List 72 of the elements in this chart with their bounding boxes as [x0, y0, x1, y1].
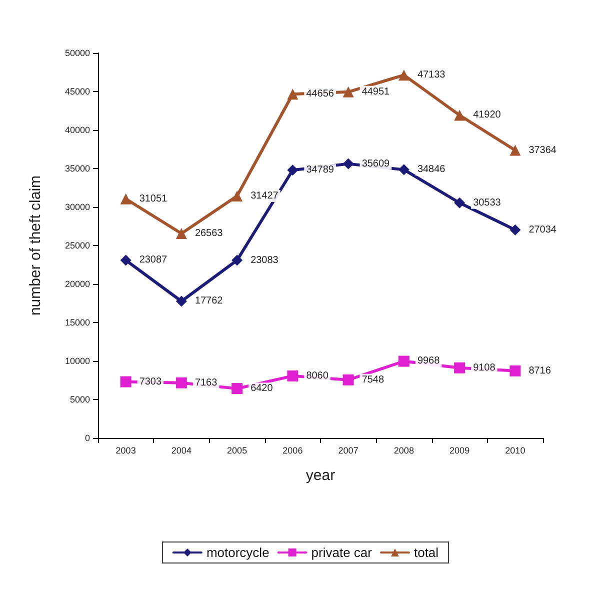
data-label: 8716	[528, 365, 552, 376]
y-tick-label: 0	[84, 433, 90, 443]
point	[176, 228, 187, 239]
y-tick-label: 35000	[64, 164, 90, 174]
data-label: 41920	[473, 110, 502, 121]
data-label: 9968	[417, 356, 440, 367]
data-label: 37364	[528, 144, 557, 156]
point	[120, 376, 132, 388]
point	[232, 254, 243, 266]
legend-label: motorcycle	[206, 545, 270, 560]
point	[176, 377, 187, 388]
data-label: 7163	[194, 377, 218, 388]
data-label: 23083	[250, 254, 279, 266]
point	[342, 158, 354, 170]
data-label: 7303	[139, 376, 162, 388]
point	[287, 88, 298, 100]
x-tick-label: 2009	[450, 446, 470, 456]
data-label: 8060	[306, 370, 329, 382]
data-label: 30533	[473, 197, 502, 208]
x-tick-label: 2005	[227, 446, 248, 456]
y-tick-label: 20000	[64, 279, 90, 289]
y-tick-label: 15000	[64, 318, 90, 328]
data-label: 34846	[417, 164, 446, 176]
data-label: 34789	[306, 164, 334, 176]
data-label: 31051	[139, 193, 168, 204]
point	[510, 224, 521, 236]
x-tick-label: 2007	[338, 446, 358, 456]
point	[454, 362, 466, 374]
point	[120, 193, 132, 204]
x-tick-label: 2010	[505, 446, 526, 456]
legend-label: private car	[311, 545, 373, 560]
x-tick-label: 2003	[116, 446, 136, 456]
point	[120, 254, 132, 266]
x-tick-label: 2006	[282, 446, 303, 456]
y-tick-label: 25000	[64, 240, 90, 250]
point	[510, 144, 521, 156]
data-label: 35609	[362, 158, 390, 170]
point	[232, 383, 243, 394]
y-tick-label: 40000	[64, 125, 90, 135]
data-label: 23087	[139, 254, 168, 266]
x-tick-label: 2008	[394, 446, 414, 456]
point	[287, 164, 298, 176]
point	[287, 370, 298, 382]
data-label: 9108	[473, 362, 496, 374]
point	[454, 110, 466, 121]
y-tick-label: 5000	[70, 394, 90, 404]
point	[510, 365, 521, 376]
data-label: 6420	[250, 383, 274, 394]
data-label: 7548	[362, 374, 384, 386]
y-axis-title: number of theft claim	[27, 175, 44, 316]
point	[398, 356, 410, 367]
data-label: 47133	[417, 70, 446, 81]
point	[454, 197, 466, 208]
legend-label: total	[414, 545, 439, 560]
y-tick-label: 50000	[64, 48, 90, 58]
x-tick-label: 2004	[171, 446, 192, 456]
y-tick-label: 30000	[64, 202, 90, 212]
point	[342, 374, 354, 386]
y-tick-label: 10000	[64, 356, 90, 366]
y-tick-label: 45000	[64, 86, 90, 96]
point	[398, 70, 410, 81]
point	[176, 296, 187, 307]
data-label: 26563	[194, 228, 224, 239]
data-label: 17762	[194, 296, 224, 307]
data-label: 31427	[250, 190, 279, 202]
data-label: 44951	[362, 86, 390, 98]
data-label: 27034	[528, 224, 557, 236]
point	[342, 86, 354, 98]
data-label: 44656	[306, 88, 334, 100]
point	[232, 190, 243, 202]
x-axis-title: year	[306, 467, 336, 484]
point	[398, 164, 410, 176]
